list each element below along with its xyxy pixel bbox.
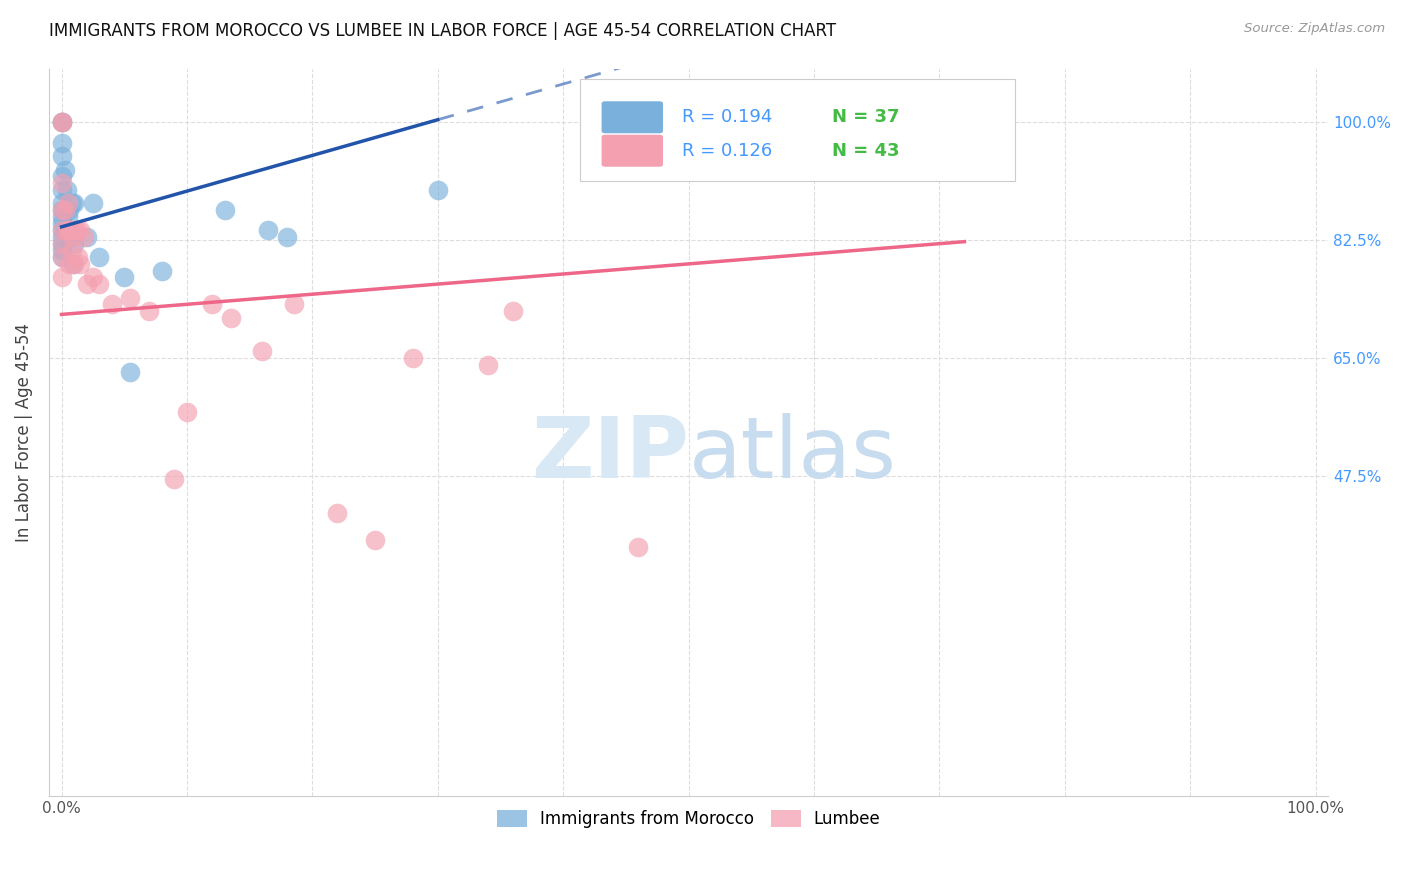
Point <box>51 244 73 258</box>
Point <box>55 183 77 197</box>
Point <box>51 196 73 211</box>
Point <box>76 277 98 291</box>
Point <box>58 202 80 217</box>
Point <box>59 230 82 244</box>
Text: N = 37: N = 37 <box>832 108 900 127</box>
Point <box>112 270 135 285</box>
Point <box>51 217 73 231</box>
Point <box>51 230 73 244</box>
Point <box>51 250 73 264</box>
Point <box>401 351 423 366</box>
Point <box>627 540 650 554</box>
Point <box>51 223 73 237</box>
Point <box>65 223 87 237</box>
Point <box>477 358 499 372</box>
Point <box>63 257 86 271</box>
Point <box>250 344 273 359</box>
Point <box>56 223 79 237</box>
Point <box>426 183 449 197</box>
Point <box>502 304 524 318</box>
Point <box>51 169 73 184</box>
Point <box>51 183 73 197</box>
Point <box>51 149 73 163</box>
Point <box>82 270 104 285</box>
Point <box>51 250 73 264</box>
Point <box>63 196 86 211</box>
Point <box>138 304 160 318</box>
Point <box>59 223 82 237</box>
Point <box>276 230 298 244</box>
Point <box>176 405 198 419</box>
Point <box>66 250 89 264</box>
Point <box>53 162 76 177</box>
Point <box>53 202 76 217</box>
Point <box>69 257 91 271</box>
Point <box>326 506 349 520</box>
Point <box>56 223 79 237</box>
Point <box>89 277 111 291</box>
Point <box>51 270 73 285</box>
Point <box>51 115 73 129</box>
Point <box>364 533 387 547</box>
Point <box>62 257 84 271</box>
Point <box>51 210 73 224</box>
Point <box>53 202 76 217</box>
Point <box>63 223 86 237</box>
Point <box>60 230 83 244</box>
Point <box>51 223 73 237</box>
Point <box>73 230 96 244</box>
Point <box>56 210 79 224</box>
Point <box>214 202 236 217</box>
Point <box>150 263 173 277</box>
Point <box>51 176 73 190</box>
Point <box>63 236 86 251</box>
Point <box>62 230 84 244</box>
Point <box>58 223 80 237</box>
Text: Source: ZipAtlas.com: Source: ZipAtlas.com <box>1244 22 1385 36</box>
Point <box>51 115 73 129</box>
Point <box>201 297 224 311</box>
FancyBboxPatch shape <box>602 135 664 167</box>
Point <box>953 115 976 129</box>
Point <box>51 202 73 217</box>
Point <box>257 223 280 237</box>
Point <box>100 297 122 311</box>
Text: N = 43: N = 43 <box>832 142 900 160</box>
Text: R = 0.194: R = 0.194 <box>682 108 772 127</box>
FancyBboxPatch shape <box>602 102 664 133</box>
Point <box>89 250 111 264</box>
Text: R = 0.126: R = 0.126 <box>682 142 772 160</box>
Point <box>82 196 104 211</box>
Text: atlas: atlas <box>689 413 897 496</box>
Point <box>283 297 305 311</box>
Point <box>51 236 73 251</box>
Point <box>219 310 242 325</box>
Point <box>51 136 73 150</box>
Point <box>55 223 77 237</box>
Text: IMMIGRANTS FROM MOROCCO VS LUMBEE IN LABOR FORCE | AGE 45-54 CORRELATION CHART: IMMIGRANTS FROM MOROCCO VS LUMBEE IN LAB… <box>49 22 837 40</box>
Point <box>58 257 80 271</box>
Point <box>120 365 142 379</box>
Point <box>51 202 73 217</box>
Text: ZIP: ZIP <box>531 413 689 496</box>
Point <box>120 291 142 305</box>
Point <box>60 196 83 211</box>
Point <box>56 196 79 211</box>
Point <box>51 115 73 129</box>
Legend: Immigrants from Morocco, Lumbee: Immigrants from Morocco, Lumbee <box>489 804 887 835</box>
Point <box>60 244 83 258</box>
Point <box>51 115 73 129</box>
Point <box>76 230 98 244</box>
FancyBboxPatch shape <box>579 79 1015 181</box>
Point <box>69 223 91 237</box>
Y-axis label: In Labor Force | Age 45-54: In Labor Force | Age 45-54 <box>15 323 32 541</box>
Point <box>163 473 186 487</box>
Point <box>51 236 73 251</box>
